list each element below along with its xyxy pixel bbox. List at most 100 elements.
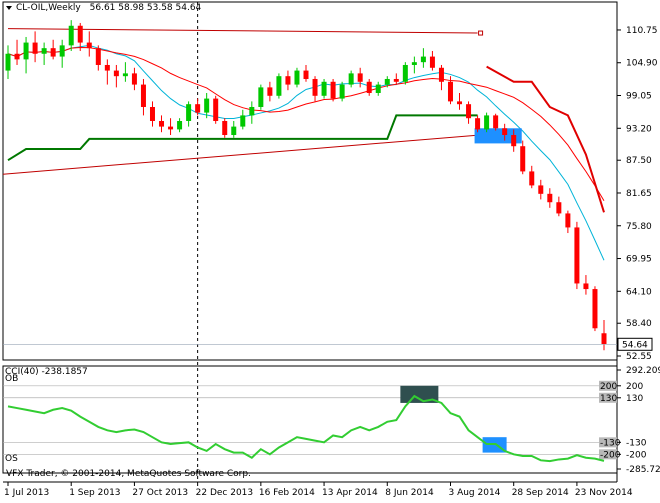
copyright-label: VFX Trader, © 2001-2014, MetaQuotes Soft…: [6, 469, 251, 479]
bear-candle: [213, 98, 219, 121]
price-tick-label: 64.10: [626, 287, 652, 297]
bull-candle: [375, 84, 381, 93]
bear-candle: [113, 70, 119, 77]
bear-candle: [168, 126, 174, 130]
time-tick-label: 1 Sep 2013: [69, 488, 120, 498]
bull-candle: [411, 62, 417, 65]
cci-tick-label: 130: [626, 394, 643, 404]
cci-tick-label: -285.7228: [626, 465, 660, 475]
time-tick-label: 22 Dec 2013: [196, 488, 254, 498]
cci-level-box: [599, 437, 617, 448]
bear-candle: [149, 106, 155, 121]
price-tick-label: 93.20: [626, 124, 652, 134]
time-tick-label: 27 Oct 2013: [132, 488, 188, 498]
bear-candle: [565, 213, 571, 228]
bear-candle: [556, 202, 562, 214]
bear-candle: [330, 81, 336, 99]
price-tick-label: 81.65: [626, 189, 652, 199]
symbol-label: CL-OIL,Weekly: [16, 3, 81, 13]
last-price-label: 54.64: [622, 340, 648, 350]
bull-candle: [59, 45, 65, 57]
bear-candle: [14, 53, 20, 60]
bear-candle: [86, 42, 92, 49]
bull-candle: [23, 42, 29, 60]
bear-candle: [574, 227, 580, 284]
price-tick-label: 69.95: [626, 255, 652, 265]
bull-candle: [384, 78, 390, 85]
time-tick-label: 8 Jun 2014: [385, 488, 434, 498]
cci-level-box: [599, 380, 617, 391]
bear-candle: [601, 333, 607, 345]
bull-candle: [204, 98, 210, 113]
cci-line: [7, 394, 605, 463]
bull-candle: [276, 76, 282, 96]
cci-level-box-label: -130: [600, 438, 621, 448]
fast-ma-line: [7, 44, 605, 261]
cci-level-box-label: 130: [600, 394, 617, 404]
cci-level-box-label: 200: [600, 382, 617, 392]
bear-candle: [520, 146, 526, 172]
bull-candle: [420, 56, 426, 63]
bull-candle: [402, 64, 408, 82]
bear-candle: [466, 104, 472, 119]
main-panel-frame: [2, 1, 618, 361]
cci-title: CCI(40) -238.1857: [5, 367, 88, 377]
bear-candle: [104, 64, 110, 71]
time-tick-label: 28 Sep 2014: [512, 488, 569, 498]
bull-candle: [177, 120, 183, 130]
bear-candle: [538, 185, 544, 194]
bear-candle: [159, 120, 165, 127]
bear-candle: [50, 48, 56, 57]
bull-candle: [484, 115, 490, 130]
bull-candle: [321, 81, 327, 96]
cci-level-box: [599, 449, 617, 460]
cci-tick-label: -200: [626, 450, 647, 460]
bull-candle: [122, 73, 128, 77]
bear-candle: [393, 78, 399, 82]
bull-candle: [348, 73, 354, 85]
last-price-box: [617, 337, 653, 351]
bear-candle: [95, 48, 101, 65]
bear-candle: [583, 283, 589, 290]
overbought-zone: [400, 385, 439, 403]
time-tick-label: 3 Aug 2014: [448, 488, 500, 498]
bull-candle: [249, 106, 255, 116]
bear-candle: [511, 135, 517, 147]
bull-candle: [5, 53, 11, 71]
bear-candle: [447, 81, 453, 102]
bear-candle: [357, 73, 363, 82]
bear-candle: [366, 81, 372, 93]
bear-candle: [502, 128, 508, 136]
bear-candle: [493, 115, 499, 129]
bear-candle: [457, 101, 463, 105]
price-tick-label: 75.80: [626, 222, 652, 232]
price-tick-label: 110.75: [626, 26, 658, 36]
ob-label: OB: [5, 374, 19, 384]
bear-candle: [475, 118, 481, 130]
time-tick-label: 23 Nov 2014: [575, 488, 633, 498]
bear-candle: [438, 67, 444, 82]
dropdown-triangle-icon: [6, 6, 12, 10]
bull-candle: [231, 126, 237, 136]
os-label: OS: [5, 454, 18, 464]
bear-candle: [312, 78, 318, 96]
bear-candle: [131, 73, 137, 85]
trailing-stop-down-line: [486, 65, 605, 213]
bear-candle: [285, 76, 291, 85]
bear-candle: [195, 104, 201, 113]
trend-anchor-marker: [478, 30, 484, 36]
bull-candle: [240, 115, 246, 127]
trailing-stop-up-line: [7, 114, 478, 162]
price-tick-label: 87.50: [626, 156, 652, 166]
bear-candle: [222, 120, 228, 136]
bear-candle: [429, 56, 435, 68]
slow-ma-line: [7, 47, 605, 201]
price-tick-label: 52.55: [626, 352, 652, 362]
support-trend-line: [2, 131, 514, 175]
cci-tick-label: -130: [626, 438, 647, 448]
bear-candle: [32, 42, 38, 54]
price-tick-label: 99.05: [626, 92, 652, 102]
bear-candle: [267, 87, 273, 96]
